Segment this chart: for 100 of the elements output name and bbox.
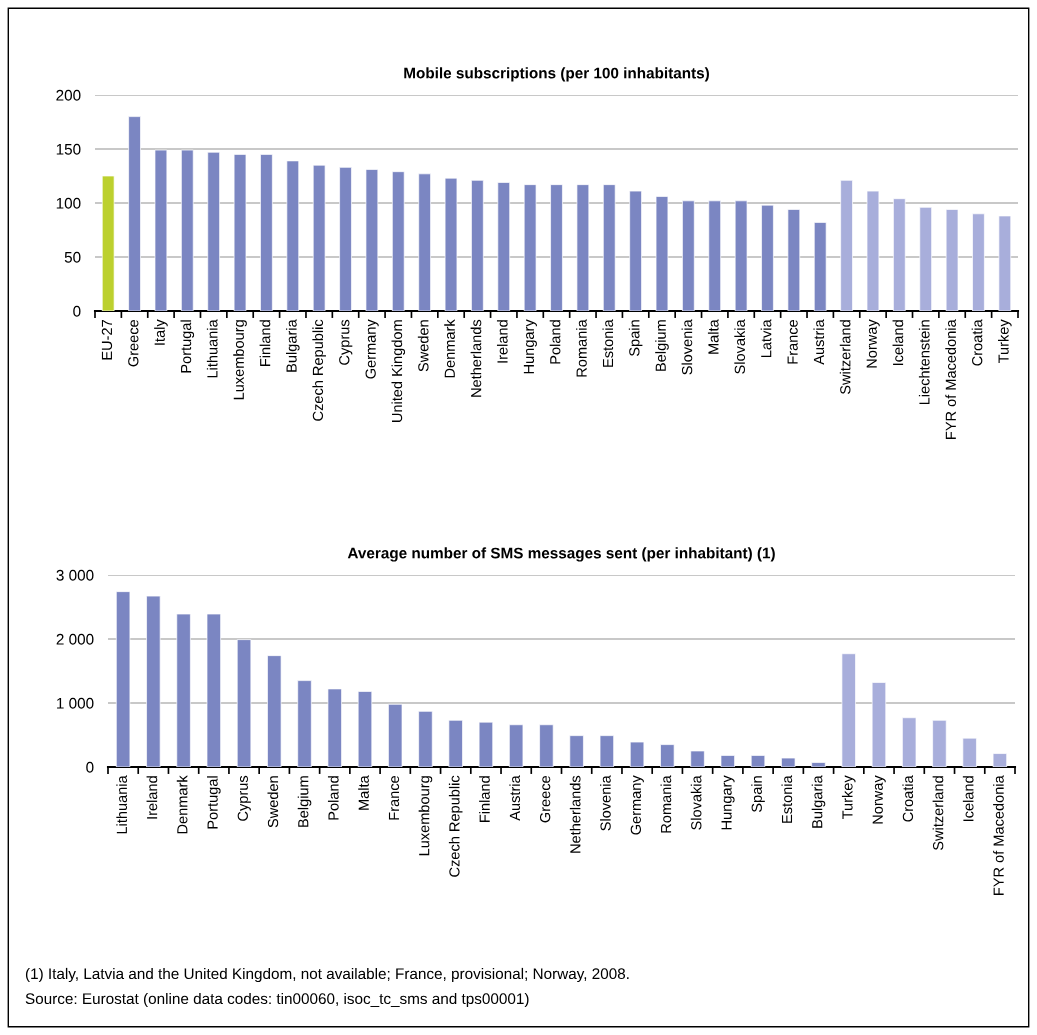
x-tick-label: Liechtenstein — [918, 320, 930, 405]
x-tick-label: Slovakia — [734, 319, 746, 374]
bar — [787, 209, 801, 311]
bar — [539, 724, 554, 767]
x-tick-label: Spain — [628, 320, 643, 356]
bar — [388, 703, 403, 767]
x-tick-label: Slovenia — [600, 775, 611, 831]
x-tick-label: Lithuania — [206, 319, 218, 378]
y-tick-label: 2 000 — [56, 633, 94, 645]
x-tick-label: Romania — [660, 775, 672, 833]
bar — [602, 184, 616, 311]
x-tick-label: France — [787, 319, 798, 364]
x-tick-label: Denmark — [444, 319, 455, 378]
bar — [761, 204, 774, 311]
x-tick-label: Ireland — [146, 776, 158, 819]
bar — [840, 179, 853, 311]
x-tick-label: Croatia — [902, 775, 914, 822]
bar — [267, 655, 282, 767]
bar — [734, 200, 748, 311]
x-tick-label: Turkey — [841, 775, 856, 820]
x-tick-label: Finland — [259, 320, 271, 366]
y-tick-label: 150 — [56, 143, 81, 155]
bar — [207, 151, 220, 311]
x-tick-label: Austria — [509, 775, 521, 821]
x-tick-label: Poland — [327, 776, 339, 820]
bar — [576, 184, 590, 311]
bar — [327, 688, 342, 767]
bar — [357, 691, 373, 767]
x-tick-label: Slovakia — [690, 775, 702, 830]
bar — [919, 206, 932, 311]
chart-title: Mobile subscriptions (per 100 inhabitants) — [404, 67, 709, 82]
bar — [660, 744, 675, 767]
bar — [101, 175, 115, 311]
x-tick-label: Czech Republic — [448, 775, 463, 877]
bar — [115, 591, 131, 767]
bar — [297, 680, 312, 767]
x-tick-label: Switzerland — [839, 320, 851, 395]
x-tick-label: Austria — [813, 319, 825, 365]
bar — [866, 190, 880, 311]
bar — [629, 190, 642, 311]
y-tick-label: 200 — [56, 89, 81, 101]
x-tick-label: Portugal — [180, 320, 195, 373]
x-tick-label: United Kingdom — [391, 320, 406, 422]
x-tick-label: Bulgaria — [811, 775, 826, 828]
bar — [497, 182, 511, 311]
bar — [945, 209, 959, 311]
bar — [206, 613, 221, 767]
bar — [750, 755, 766, 767]
bar — [972, 213, 985, 311]
bar — [902, 717, 917, 767]
bar — [962, 737, 977, 767]
x-tick-label: Germany — [365, 319, 379, 379]
bar — [418, 710, 433, 767]
y-tick-label: 0 — [73, 305, 81, 317]
bar — [146, 595, 161, 767]
bar — [509, 724, 524, 767]
x-tick-label: FYR of Macedonia — [993, 775, 1004, 895]
x-tick-label: Slovenia — [681, 319, 693, 375]
x-tick-label: Norway — [866, 319, 880, 368]
x-tick-label: Finland — [479, 776, 490, 822]
x-tick-label: Estonia — [602, 319, 614, 367]
x-tick-label: FYR of Macedonia — [945, 319, 956, 439]
y-tick-label: 3 000 — [56, 569, 94, 581]
bar — [781, 757, 796, 767]
y-tick-label: 0 — [86, 761, 94, 773]
y-tick-label: 1 000 — [57, 697, 94, 709]
x-tick-label: Luxembourg — [418, 776, 433, 856]
bar — [682, 200, 695, 311]
bar — [932, 719, 947, 767]
x-tick-label: Switzerland — [932, 776, 944, 851]
bar — [599, 735, 614, 767]
bar — [471, 179, 484, 311]
x-tick-label: Iceland — [892, 320, 904, 366]
x-tick-label: Malta — [707, 319, 719, 354]
bar — [811, 762, 826, 767]
bar — [233, 154, 247, 311]
text: (1) Italy, Latvia and the United Kingdom, not available; France, provisional; Norway, 2008. — [25, 967, 629, 983]
x-tick-label: Ireland — [496, 320, 508, 363]
y-tick-label: 100 — [56, 197, 81, 209]
x-tick-label: Luxembourg — [233, 320, 247, 400]
x-tick-label: Estonia — [781, 775, 793, 823]
x-tick-label: Greece — [128, 319, 139, 367]
x-tick-label: Greece — [539, 775, 551, 823]
bar — [478, 721, 494, 767]
bar — [523, 184, 537, 311]
bar — [708, 200, 722, 311]
bar — [629, 741, 645, 767]
x-tick-label: Malta — [358, 775, 369, 810]
x-tick-label: Spain — [751, 776, 765, 812]
x-tick-label: Belgium — [297, 776, 312, 827]
x-tick-label: Netherlands — [569, 775, 581, 853]
bar — [893, 198, 906, 311]
bar — [720, 755, 735, 767]
bar — [286, 160, 300, 311]
x-tick-label: Belgium — [655, 320, 669, 371]
bar — [871, 682, 887, 767]
x-tick-label: Norway — [872, 775, 886, 824]
source-note: Source: Eurostat (online data codes: tin00060, isoc_tc_sms and tps00001) — [25, 992, 529, 1008]
bar — [339, 167, 352, 311]
bar — [418, 173, 431, 311]
